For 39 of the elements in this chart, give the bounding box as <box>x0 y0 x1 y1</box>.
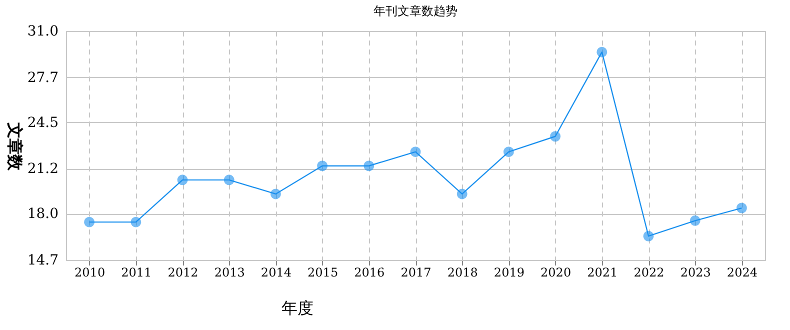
x-tick-label: 2015 <box>308 266 338 280</box>
x-tick-label: 2014 <box>260 266 292 280</box>
x-tick-label: 2024 <box>726 266 758 280</box>
y-tick-label: 31.0 <box>27 24 58 40</box>
point <box>690 215 700 226</box>
x-tick-label: 2019 <box>494 266 524 280</box>
point <box>270 188 281 200</box>
y-tick-label: 21.2 <box>27 161 58 178</box>
point <box>317 160 328 172</box>
x-tick-label: 2020 <box>540 266 572 280</box>
x-tick-label: 2013 <box>214 266 245 280</box>
x-tick-label: 2021 <box>587 266 618 280</box>
point <box>224 174 234 186</box>
x-tick-label: 2022 <box>634 266 664 280</box>
chart-title: 年刊文章数趋势 <box>374 4 458 18</box>
point <box>550 131 561 142</box>
x-tick-label: 2017 <box>400 266 432 280</box>
point <box>596 46 608 58</box>
x-tick-label: 2012 <box>168 266 198 280</box>
x-tick-label: 2018 <box>447 266 478 280</box>
y-tick-label: 27.7 <box>27 70 58 86</box>
point <box>736 202 747 214</box>
x-tick-label: 2016 <box>354 266 385 280</box>
y-tick-label: 24.5 <box>27 114 58 131</box>
y-axis-title: 文章数 <box>6 122 24 172</box>
x-tick-label: 2010 <box>74 266 106 280</box>
point <box>643 230 654 242</box>
point <box>364 160 374 172</box>
point <box>456 188 468 200</box>
x-tick-label: 2023 <box>680 266 711 280</box>
y-tick-label: 18.0 <box>27 206 58 222</box>
x-axis-title: 年度 <box>282 298 314 318</box>
point <box>503 146 514 158</box>
point <box>410 146 421 158</box>
point <box>84 216 95 228</box>
y-tick-label: 14.7 <box>27 252 58 268</box>
point <box>130 216 142 228</box>
x-tick-label: 2011 <box>121 266 152 280</box>
point <box>177 174 188 186</box>
